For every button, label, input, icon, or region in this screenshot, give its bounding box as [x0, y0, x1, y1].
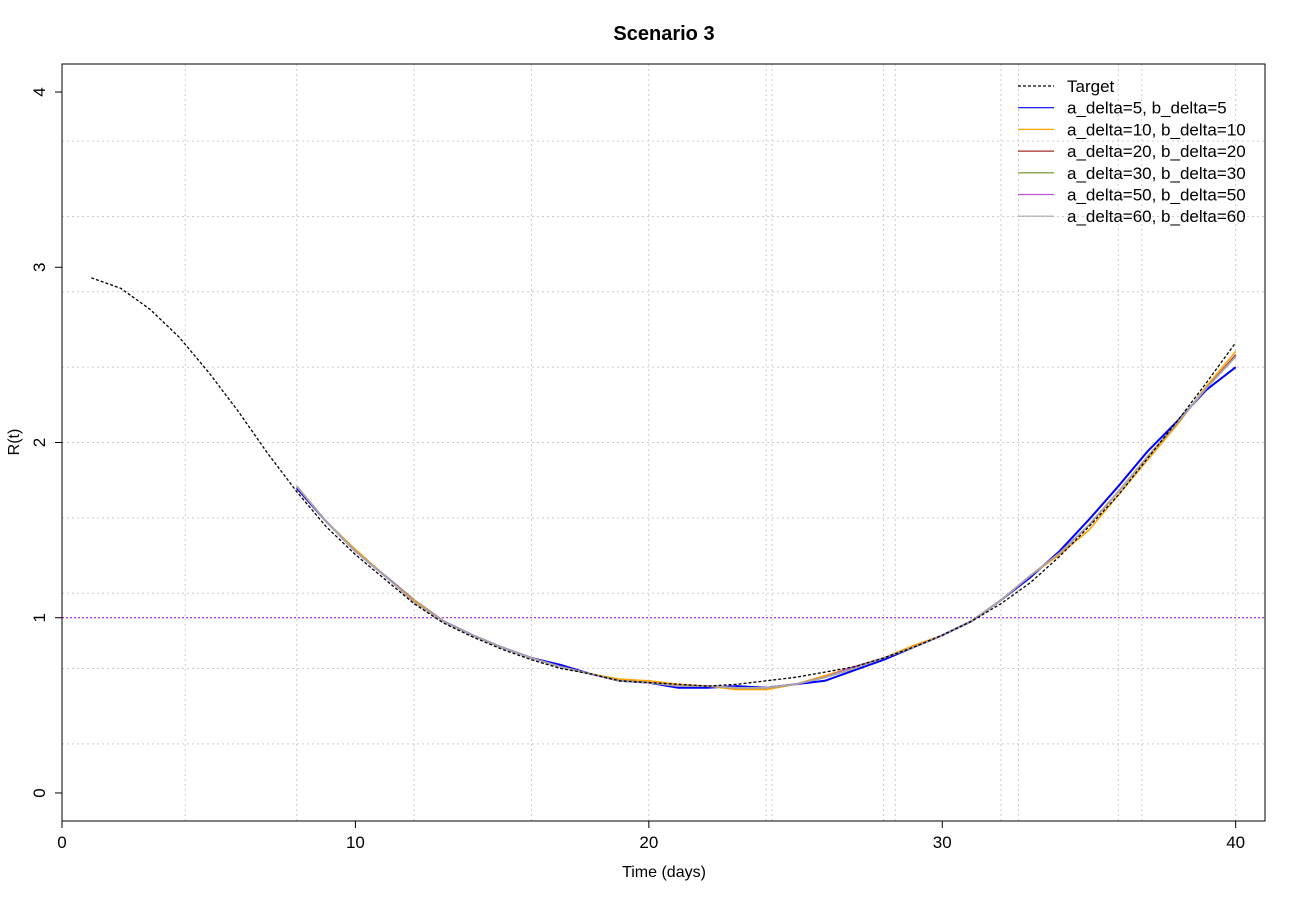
- x-tick-label: 10: [346, 833, 365, 852]
- legend-item: a_delta=5, b_delta=5: [1018, 99, 1227, 118]
- y-tick-label: 0: [30, 788, 49, 797]
- series-layer: [91, 277, 1237, 691]
- series-line-6: [296, 356, 1237, 689]
- legend-label: a_delta=20, b_delta=20: [1067, 142, 1246, 161]
- legend-label: a_delta=30, b_delta=30: [1067, 164, 1246, 183]
- y-tick-label: 3: [30, 263, 49, 272]
- y-axis: 0 1 2 3 4: [30, 87, 63, 798]
- x-tick-label: 40: [1226, 833, 1245, 852]
- x-axis-label: Time (days): [622, 864, 706, 881]
- y-tick-label: 1: [30, 613, 49, 622]
- legend-item: a_delta=10, b_delta=10: [1018, 120, 1246, 139]
- x-tick-label: 20: [639, 833, 658, 852]
- legend: Target a_delta=5, b_delta=5 a_delta=10, b_…: [1018, 77, 1246, 226]
- legend-item: a_delta=60, b_delta=60: [1018, 207, 1246, 226]
- legend-item: Target: [1018, 77, 1115, 96]
- y-axis-label: R(t): [6, 429, 23, 456]
- grid: [62, 64, 1265, 821]
- x-tick-label: 30: [933, 833, 952, 852]
- y-tick-label: 2: [30, 438, 49, 447]
- legend-label: a_delta=10, b_delta=10: [1067, 120, 1246, 139]
- x-axis: 0 10 20 30 40: [57, 820, 1245, 852]
- legend-label: a_delta=5, b_delta=5: [1067, 99, 1227, 118]
- legend-item: a_delta=30, b_delta=30: [1018, 164, 1246, 183]
- y-tick-label: 4: [30, 87, 49, 96]
- legend-label: Target: [1067, 77, 1115, 96]
- legend-label: a_delta=60, b_delta=60: [1067, 207, 1246, 226]
- legend-item: a_delta=20, b_delta=20: [1018, 142, 1246, 161]
- chart-title: Scenario 3: [613, 23, 714, 45]
- legend-item: a_delta=50, b_delta=50: [1018, 186, 1246, 205]
- target-line: [91, 277, 1237, 687]
- legend-label: a_delta=50, b_delta=50: [1067, 186, 1246, 205]
- x-tick-label: 0: [57, 833, 66, 852]
